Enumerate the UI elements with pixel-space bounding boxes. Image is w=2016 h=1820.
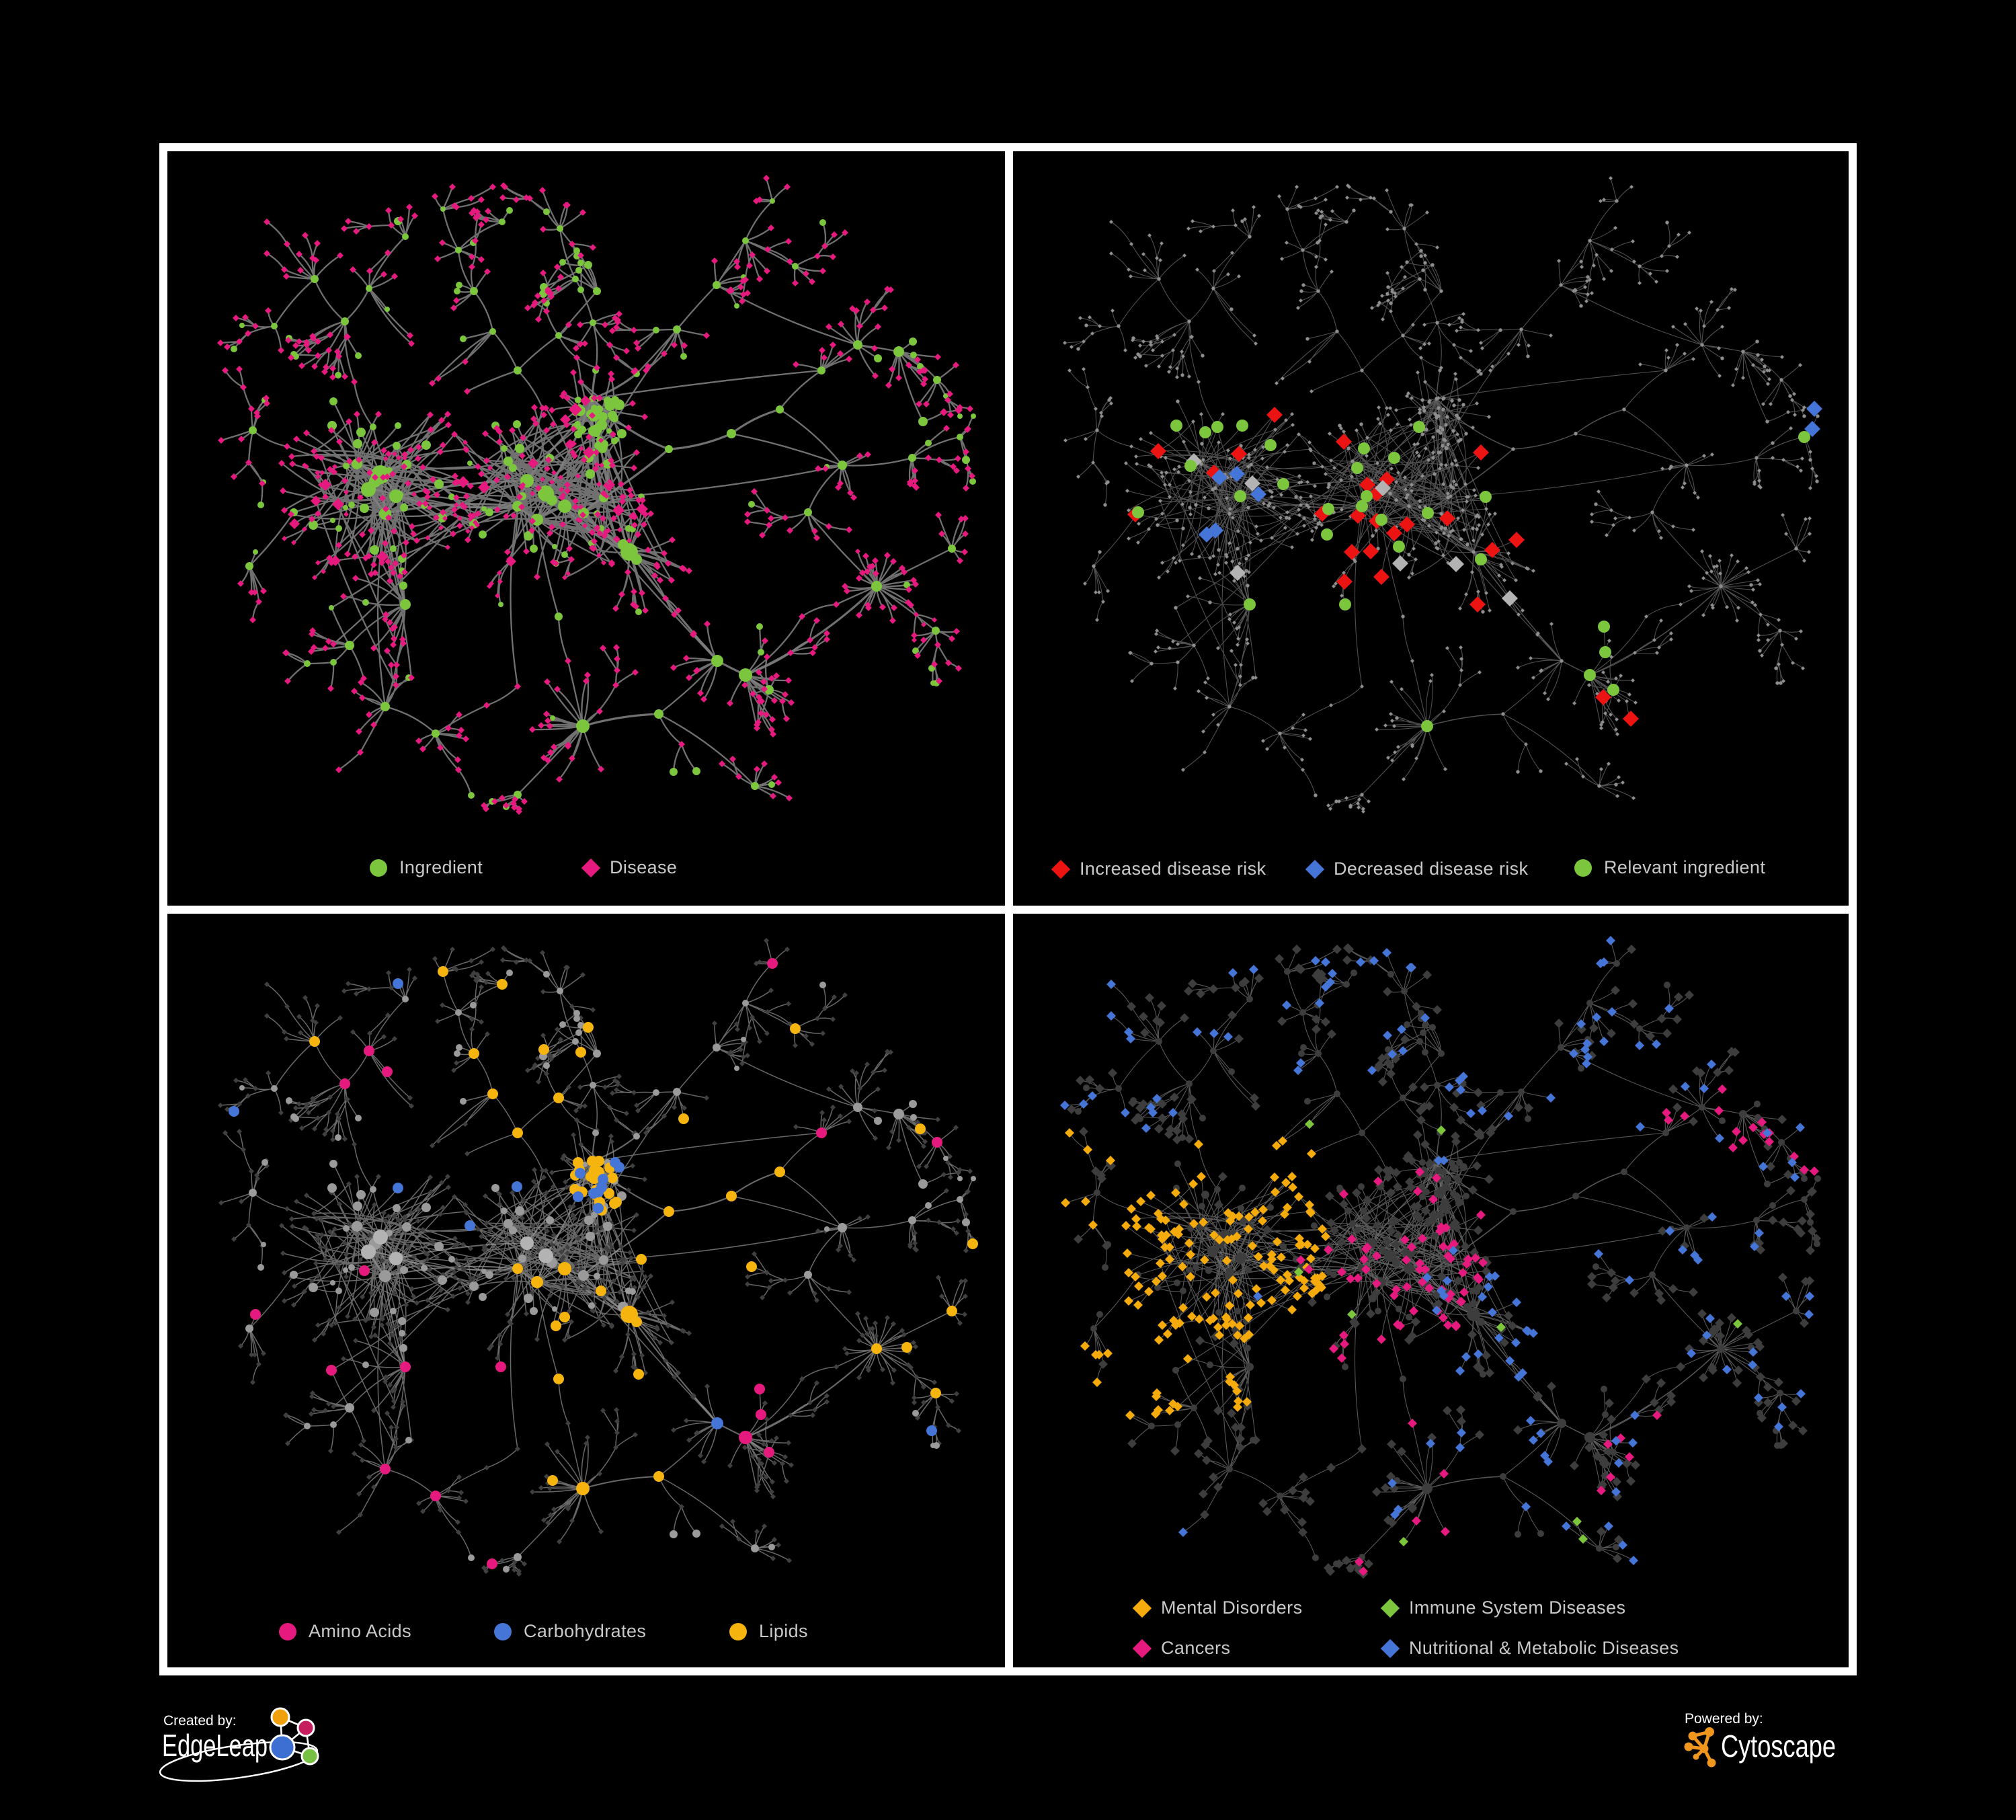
svg-text:Created by:: Created by: xyxy=(163,1713,237,1729)
svg-text:EdgeLeap: EdgeLeap xyxy=(162,1728,268,1763)
svg-text:Cytoscape: Cytoscape xyxy=(1721,1729,1836,1764)
svg-text:Powered by:: Powered by: xyxy=(1685,1711,1763,1727)
